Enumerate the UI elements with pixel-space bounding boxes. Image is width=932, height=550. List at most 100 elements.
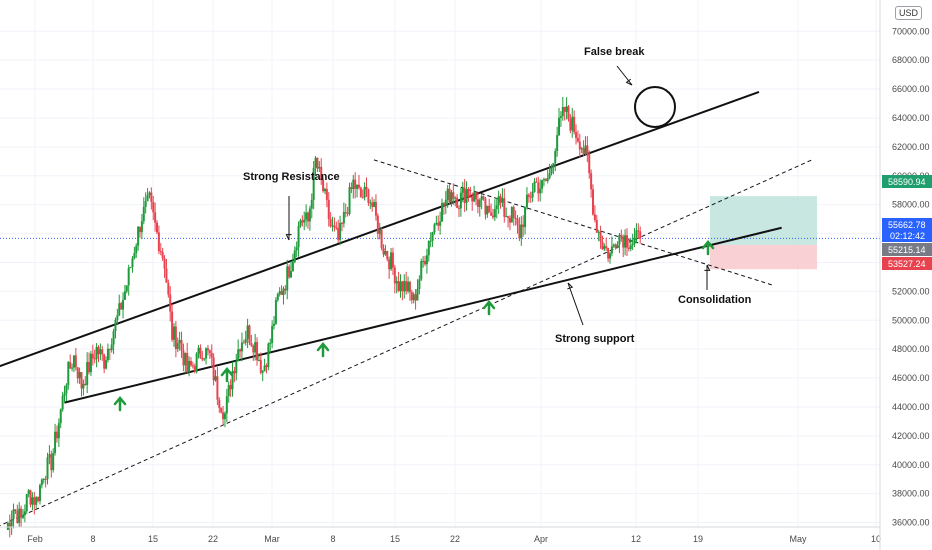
candle-body [420,261,423,280]
candle-body [118,303,121,316]
candle-body [620,234,623,237]
candle-body [542,179,545,181]
candle-body [276,293,279,301]
candle-body [478,200,481,207]
candle-body [23,511,26,516]
false-break-label: False break [584,46,645,58]
candle-body [167,282,170,295]
x-tick-label: May [789,534,807,544]
candle-body [180,340,183,351]
candle-body [233,370,236,374]
candle-body [635,230,638,238]
channel-bottom-dashed[interactable] [0,159,813,544]
candle-body [206,348,209,351]
candle-body [340,222,343,224]
candle-body [390,252,393,270]
candle-body [637,230,640,232]
candle-body [271,325,274,343]
candle-body [625,235,628,248]
candle-body [546,178,549,181]
candle-body [458,207,460,209]
current-price-badge-text: 55662.78 [888,220,926,230]
candle-body [586,145,589,155]
candle-body [229,385,232,390]
candle-body [231,370,234,390]
candle-body [407,281,410,292]
x-tick-label: 8 [90,534,95,544]
candle-body [427,241,430,256]
candle-body [40,479,43,486]
candle-body [348,187,351,214]
candle-body [593,214,596,220]
trendlines[interactable] [0,90,813,544]
loss-zone[interactable] [710,244,817,270]
candle-body [186,352,189,372]
candle-body [507,216,510,218]
candle-body [88,361,91,373]
candle-body [222,412,225,420]
candle-body [469,196,472,198]
candle-body [171,311,174,340]
x-tick-label: 12 [631,534,641,544]
candle-body [588,154,591,174]
candle-body [297,225,300,248]
candle-body [365,186,368,190]
candle-body [376,215,379,234]
candle-body [38,485,41,502]
candle-body [282,288,285,295]
markers [113,65,715,412]
candle-body [95,346,98,360]
candle-body [403,281,406,292]
candle-body [552,163,555,168]
y-tick-label: 68000.00 [892,55,930,65]
candle-body [590,173,593,190]
candle-body [452,192,455,199]
candle-body [80,372,83,389]
candle-body [144,201,147,207]
candle-body [76,367,79,379]
candle-body [214,376,217,381]
currency-button[interactable]: USD [895,6,923,20]
candle-body [527,194,530,197]
candle-body [89,353,92,373]
candle-body [429,240,432,242]
candle-body [199,347,202,358]
candle-body [35,497,38,505]
annotations: False break Strong Resistance Strong sup… [243,46,752,345]
candle-body [16,510,19,524]
candle-body [454,197,457,199]
candle-body [86,361,89,385]
candle-body [316,157,319,169]
candle-body [110,344,113,351]
candle-body [248,325,251,343]
position-zones[interactable] [0,196,880,270]
candle-body [108,348,111,351]
candle-body [163,258,166,269]
resistance-channel-top[interactable] [0,90,760,381]
candle-body [482,196,485,199]
candle-body [127,267,130,286]
candle-body [323,189,326,192]
candle-body [48,454,51,458]
candle-body [382,247,385,255]
candle-body [597,231,600,233]
candle-body [161,251,164,259]
candle-body [237,349,240,362]
support-line[interactable] [64,226,782,404]
candle-body [433,224,436,233]
candle-body [629,245,632,249]
candle-body [486,205,489,215]
profit-zone[interactable] [710,196,817,245]
candle-body [225,396,228,414]
candle-body [342,211,345,224]
candle-body [558,117,561,136]
candle-body [12,509,15,520]
candle-body [182,350,185,366]
candle-body [235,361,238,374]
candle-body [614,244,617,248]
candle-body [21,515,24,518]
x-tick-label: 22 [450,534,460,544]
candle-body [159,251,162,253]
